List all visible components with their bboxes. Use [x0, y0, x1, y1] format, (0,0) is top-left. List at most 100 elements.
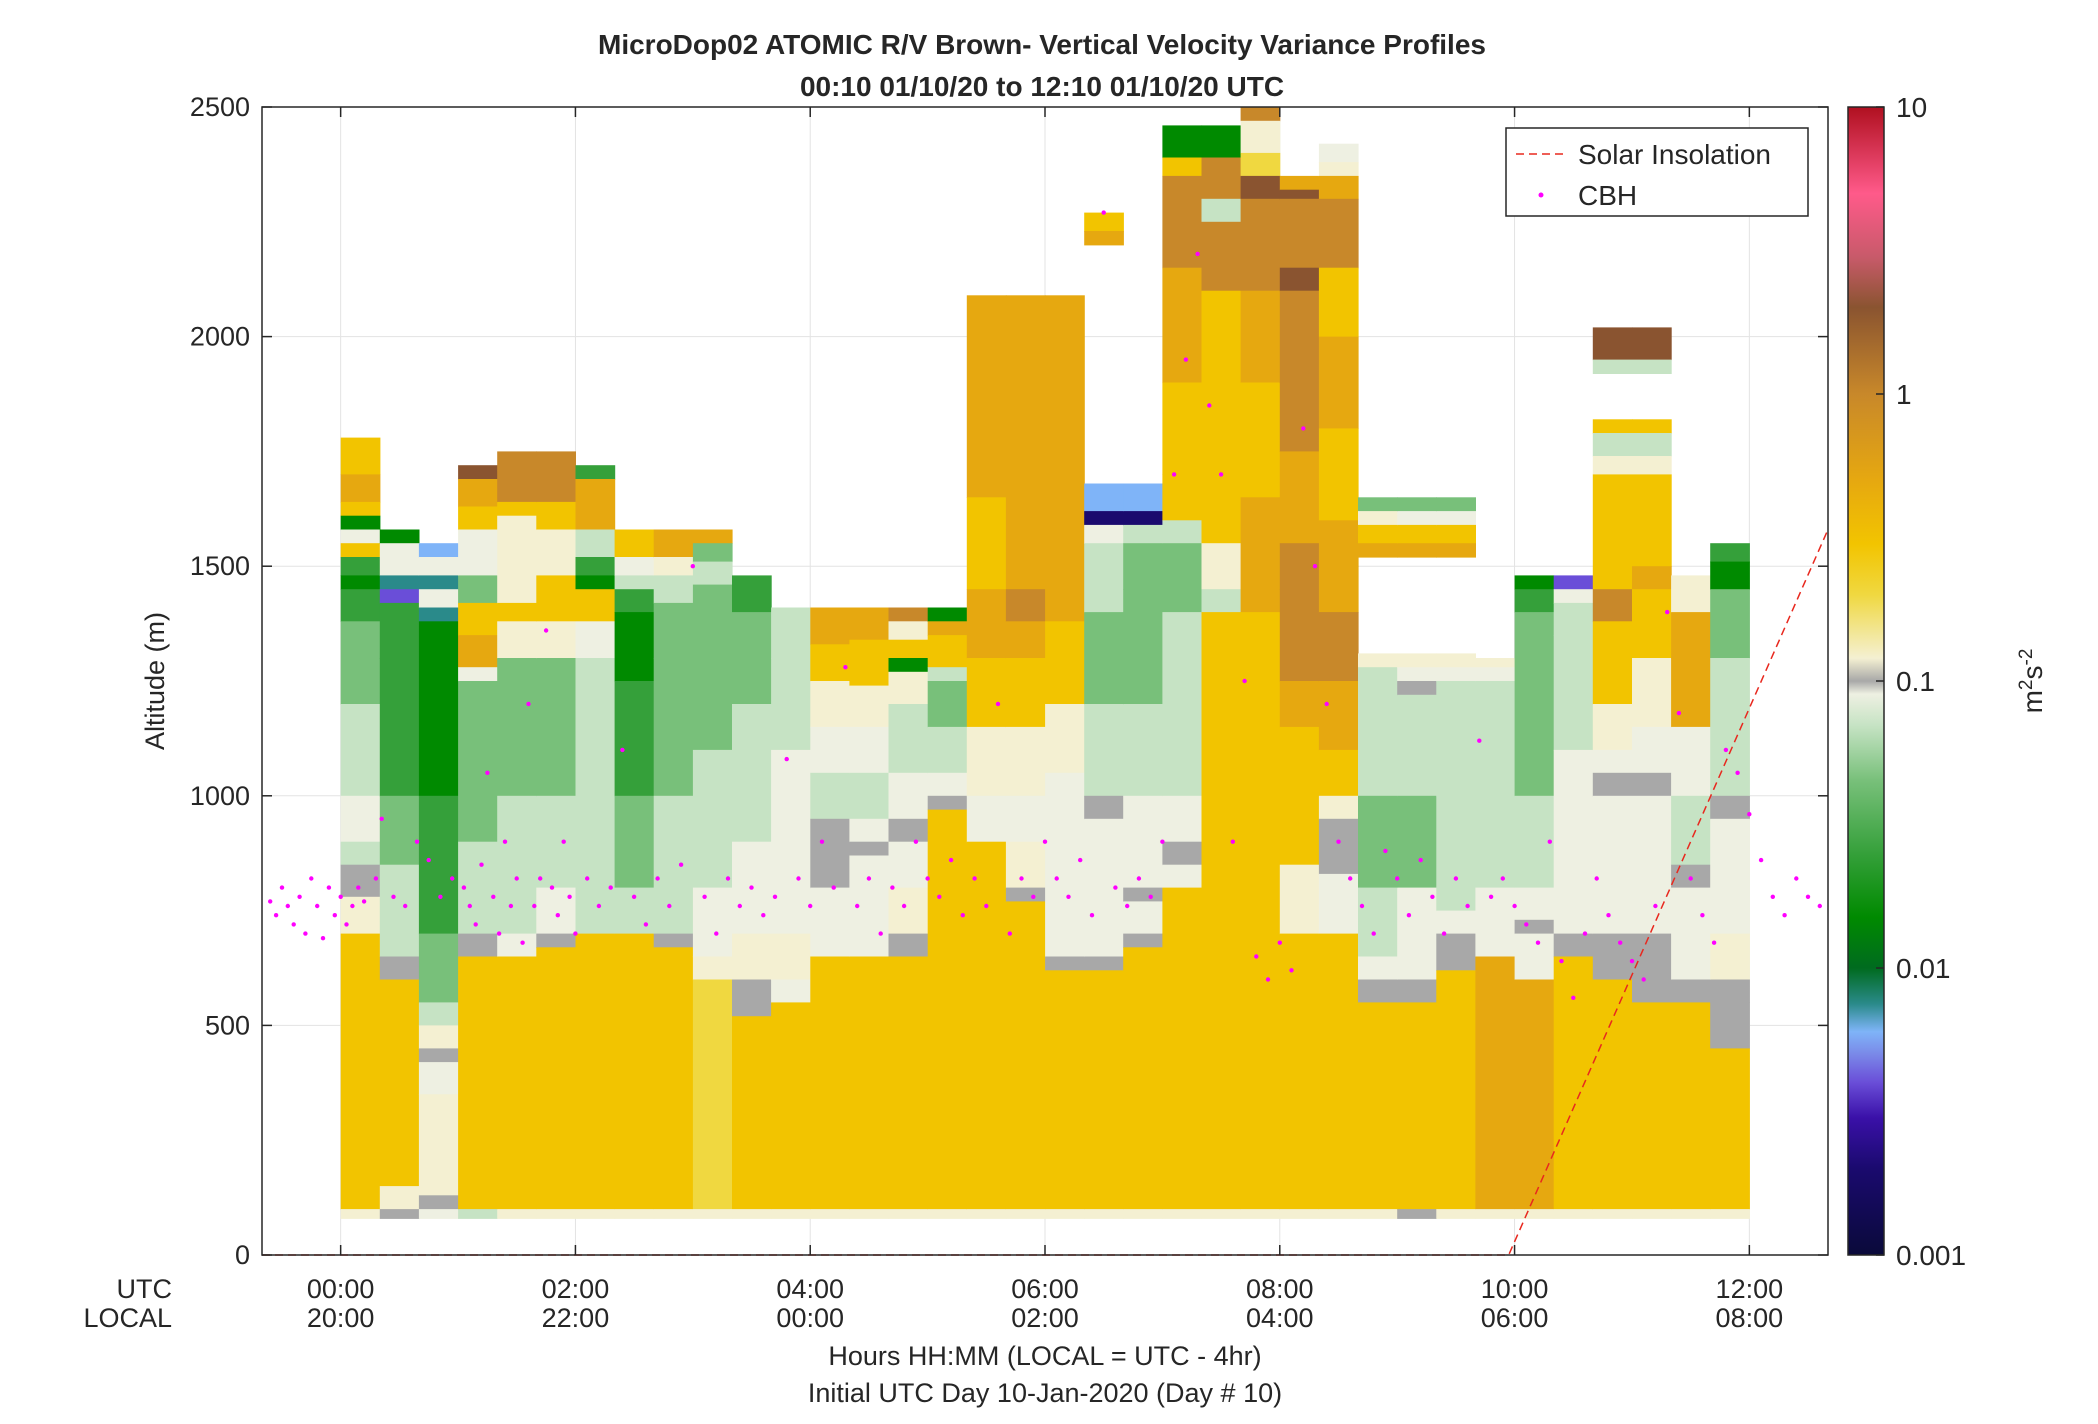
variance-cell-0-1	[340, 474, 381, 503]
variance-cell-33-0	[1632, 327, 1672, 361]
variance-cell-35-11	[1710, 1209, 1750, 1219]
variance-cell-21-2	[1162, 175, 1203, 269]
variance-cell-21-5	[1162, 474, 1203, 521]
variance-cell-32-12	[1592, 933, 1633, 981]
cbh-point-90	[1113, 885, 1118, 890]
variance-cell-30-1	[1514, 589, 1555, 613]
variance-cell-25-2	[1318, 175, 1359, 200]
cbh-point-102	[1254, 954, 1259, 959]
variance-cell-22-8	[1201, 612, 1242, 705]
variance-cell-4-3	[497, 515, 537, 531]
x-row-label-utc: UTC	[117, 1274, 173, 1304]
variance-cell-10-2	[732, 704, 772, 843]
variance-cell-8-7	[653, 947, 694, 1210]
variance-cell-0-14	[340, 896, 381, 935]
variance-cell-28-4	[1436, 653, 1476, 668]
variance-cell-0-10	[340, 704, 381, 797]
colorbar-label-sup2: -2	[2016, 649, 2037, 666]
variance-cell-12-5	[810, 818, 850, 889]
x-axis-label: Hours HH:MM (LOCAL = UTC - 4hr)	[828, 1341, 1261, 1371]
cbh-point-54	[690, 564, 695, 569]
variance-cell-1-1	[379, 543, 420, 576]
variance-cell-26-8	[1358, 956, 1398, 981]
cbh-point-80	[995, 701, 1001, 707]
variance-cell-25-9	[1318, 612, 1359, 682]
variance-cell-24-6	[1279, 451, 1320, 498]
variance-cell-27-1	[1397, 511, 1437, 526]
variance-cell-0-16	[340, 1209, 381, 1219]
variance-cell-23-9	[1240, 726, 1281, 1210]
x-tick-label-local-3: 02:00	[1011, 1303, 1079, 1333]
variance-cell-2-13	[418, 1186, 459, 1196]
variance-cell-14-0	[888, 607, 929, 622]
variance-cell-14-8	[888, 841, 929, 889]
cbh-point-17	[373, 876, 379, 881]
cbh-point-135	[1641, 977, 1646, 982]
variance-cell-32-7	[1592, 621, 1633, 705]
cbh-point-109	[1336, 839, 1341, 844]
cbh-point-38	[538, 876, 543, 881]
cbh-point-10	[326, 885, 332, 890]
y-tick-label-4: 2000	[190, 322, 250, 352]
variance-cell-1-4	[379, 602, 420, 659]
variance-cell-19-9	[1084, 818, 1124, 958]
variance-cell-2-2	[418, 575, 459, 590]
variance-cell-8-6	[653, 933, 694, 948]
variance-cell-17-3	[1005, 621, 1046, 659]
variance-cell-19-10	[1084, 956, 1124, 971]
cbh-point-46	[596, 903, 602, 909]
x-axis-label-day: Initial UTC Day 10-Jan-2020 (Day # 10)	[808, 1378, 1282, 1408]
variance-cell-25-1	[1318, 162, 1359, 177]
variance-cell-25-7	[1318, 520, 1359, 567]
variance-cell-3-2	[458, 506, 498, 531]
variance-cell-20-1	[1123, 511, 1163, 526]
variance-cell-9-5	[692, 749, 733, 889]
cbh-point-44	[573, 931, 578, 936]
variance-cell-6-1	[575, 479, 616, 531]
variance-cell-32-14	[1592, 1209, 1633, 1219]
variance-cell-22-2	[1201, 198, 1242, 223]
cbh-point-27	[473, 922, 478, 927]
variance-cell-32-13	[1592, 979, 1633, 1210]
cbh-point-117	[1430, 894, 1435, 899]
cbh-point-37	[532, 903, 537, 909]
cbh-point-89	[1101, 210, 1106, 215]
variance-cell-33-11	[1632, 795, 1672, 935]
variance-cell-21-10	[1162, 795, 1203, 843]
variance-cell-16-7	[966, 1209, 1007, 1219]
variance-cell-4-6	[497, 621, 537, 659]
variance-cell-26-9	[1358, 979, 1398, 1004]
cbh-point-131	[1594, 876, 1599, 881]
variance-cell-34-4	[1671, 749, 1711, 797]
x-tick-label-local-0: 20:00	[307, 1303, 375, 1333]
variance-cell-10-1	[732, 612, 772, 705]
variance-cell-31-1	[1553, 589, 1594, 604]
variance-cell-14-5	[888, 704, 929, 774]
variance-cell-30-7	[1514, 933, 1555, 981]
variance-cell-27-0	[1397, 497, 1437, 512]
variance-cell-27-10	[1397, 979, 1437, 1004]
cbh-point-92	[1136, 876, 1142, 881]
variance-cell-0-15	[340, 933, 381, 1210]
cbh-point-79	[984, 903, 989, 909]
variance-cell-0-4	[340, 529, 381, 544]
variance-cell-27-9	[1397, 887, 1437, 980]
cbh-point-50	[643, 922, 649, 927]
variance-cell-1-6	[379, 795, 420, 866]
variance-cell-35-9	[1710, 1002, 1750, 1049]
variance-cell-33-15	[1632, 1209, 1672, 1219]
cbh-point-6	[303, 931, 308, 936]
cbh-point-72	[901, 903, 907, 909]
x-tick-label-utc-4: 08:00	[1246, 1274, 1314, 1304]
variance-cell-21-14	[1162, 933, 1203, 1210]
variance-cell-30-9	[1514, 1209, 1555, 1219]
variance-cell-14-6	[888, 772, 929, 820]
variance-cell-8-3	[653, 602, 694, 659]
cbh-point-13	[344, 922, 349, 927]
cbh-point-82	[1019, 876, 1024, 881]
variance-cell-35-6	[1710, 887, 1750, 935]
variance-cell-16-1	[966, 497, 1007, 590]
variance-cell-23-7	[1240, 497, 1281, 613]
variance-cell-17-6	[1005, 795, 1046, 843]
cbh-point-11	[332, 913, 337, 918]
